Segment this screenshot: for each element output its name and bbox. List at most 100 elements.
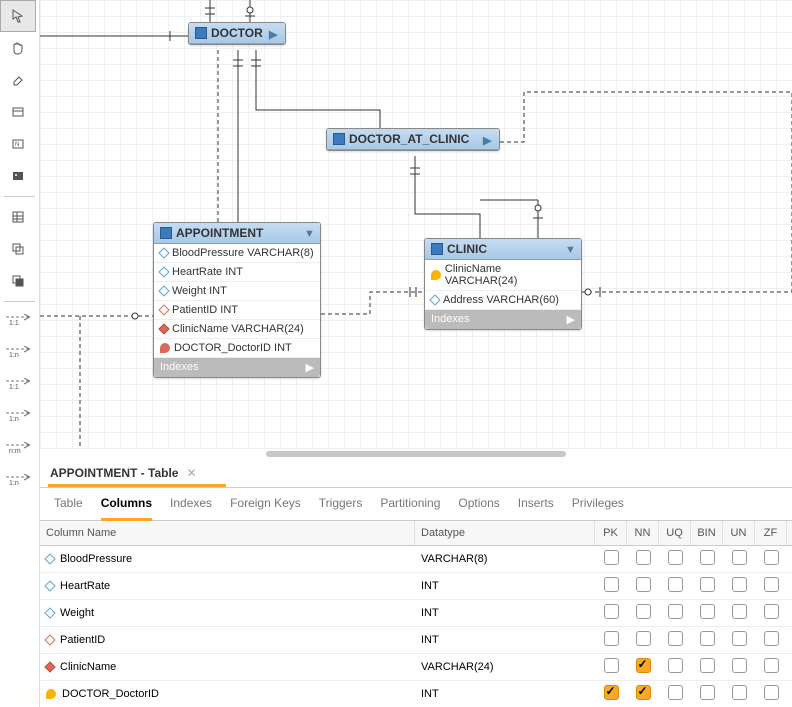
checkbox-nn[interactable] <box>636 604 651 619</box>
entity-header[interactable]: CLINIC▼ <box>425 239 581 260</box>
header-column-name[interactable]: Column Name <box>40 521 415 545</box>
entity-column[interactable]: Address VARCHAR(60) <box>425 291 581 310</box>
entity-column[interactable]: HeartRate INT <box>154 263 320 282</box>
expand-icon[interactable]: ▶ <box>483 134 493 144</box>
column-datatype[interactable]: VARCHAR(8) <box>415 549 595 569</box>
header-datatype[interactable]: Datatype <box>415 521 595 545</box>
checkbox-nn[interactable] <box>636 631 651 646</box>
panel-close-icon[interactable]: ✕ <box>186 466 196 480</box>
checkbox-un[interactable] <box>732 604 747 619</box>
column-row[interactable]: BloodPressureVARCHAR(8) <box>40 546 792 573</box>
diagram-canvas[interactable]: DOCTOR▶ DOCTOR_AT_CLINIC▶ APPOINTMENT▼Bloo… <box>40 0 792 448</box>
checkbox-nn[interactable] <box>636 550 651 565</box>
entity-indexes[interactable]: Indexes▶ <box>425 310 581 329</box>
tool-relation-1-1-2[interactable]: 1:1 <box>0 370 36 402</box>
tool-new-table[interactable] <box>0 96 36 128</box>
checkbox-uq[interactable] <box>668 685 683 700</box>
checkbox-zf[interactable] <box>764 577 779 592</box>
tool-eraser[interactable] <box>0 64 36 96</box>
checkbox-uq[interactable] <box>668 604 683 619</box>
tool-relation-1-1-0[interactable]: 1:1 <box>0 306 36 338</box>
checkbox-zf[interactable] <box>764 685 779 700</box>
entity-appointment[interactable]: APPOINTMENT▼BloodPressure VARCHAR(8)Hear… <box>153 222 321 378</box>
column-datatype[interactable]: INT <box>415 603 595 623</box>
tool-relation-1-n-1[interactable]: 1:n <box>0 338 36 370</box>
tab-inserts[interactable]: Inserts <box>518 496 554 520</box>
checkbox-bin[interactable] <box>700 550 715 565</box>
checkbox-zf[interactable] <box>764 550 779 565</box>
checkbox-un[interactable] <box>732 550 747 565</box>
checkbox-bin[interactable] <box>700 631 715 646</box>
tab-triggers[interactable]: Triggers <box>319 496 363 520</box>
checkbox-uq[interactable] <box>668 631 683 646</box>
checkbox-nn[interactable] <box>636 658 651 673</box>
entity-header[interactable]: DOCTOR▶ <box>189 23 285 44</box>
checkbox-nn[interactable] <box>636 685 651 700</box>
tool-routine[interactable] <box>0 265 36 297</box>
checkbox-pk[interactable] <box>604 685 619 700</box>
entity-indexes[interactable]: Indexes▶ <box>154 358 320 377</box>
header-pk[interactable]: PK <box>595 521 627 545</box>
column-row[interactable]: DOCTOR_DoctorIDINT <box>40 681 792 707</box>
checkbox-un[interactable] <box>732 685 747 700</box>
tab-table[interactable]: Table <box>54 496 83 520</box>
entity-header[interactable]: DOCTOR_AT_CLINIC▶ <box>327 129 499 150</box>
checkbox-pk[interactable] <box>604 550 619 565</box>
checkbox-pk[interactable] <box>604 577 619 592</box>
tool-relation-n-m-4[interactable]: n:m <box>0 434 36 466</box>
checkbox-nn[interactable] <box>636 577 651 592</box>
entity-doctor-at-clinic[interactable]: DOCTOR_AT_CLINIC▶ <box>326 128 500 151</box>
tab-foreign-keys[interactable]: Foreign Keys <box>230 496 301 520</box>
collapse-icon[interactable]: ▼ <box>565 244 575 254</box>
entity-column[interactable]: PatientID INT <box>154 301 320 320</box>
checkbox-zf[interactable] <box>764 604 779 619</box>
column-datatype[interactable]: INT <box>415 630 595 650</box>
tool-relation-1-n-3[interactable]: 1:n <box>0 402 36 434</box>
entity-doctor[interactable]: DOCTOR▶ <box>188 22 286 45</box>
header-zf[interactable]: ZF <box>755 521 787 545</box>
entity-column[interactable]: Weight INT <box>154 282 320 301</box>
header-bin[interactable]: BIN <box>691 521 723 545</box>
checkbox-zf[interactable] <box>764 658 779 673</box>
column-row[interactable]: WeightINT <box>40 600 792 627</box>
expand-icon[interactable]: ▶ <box>269 28 279 38</box>
checkbox-pk[interactable] <box>604 604 619 619</box>
checkbox-uq[interactable] <box>668 577 683 592</box>
tool-hand[interactable] <box>0 32 36 64</box>
checkbox-uq[interactable] <box>668 550 683 565</box>
column-datatype[interactable]: INT <box>415 576 595 596</box>
entity-column[interactable]: DOCTOR_DoctorID INT <box>154 339 320 358</box>
header-un[interactable]: UN <box>723 521 755 545</box>
checkbox-un[interactable] <box>732 631 747 646</box>
entity-header[interactable]: APPOINTMENT▼ <box>154 223 320 244</box>
tool-layer[interactable]: N <box>0 128 36 160</box>
canvas-scrollbar[interactable] <box>40 448 792 458</box>
header-uq[interactable]: UQ <box>659 521 691 545</box>
checkbox-un[interactable] <box>732 658 747 673</box>
checkbox-un[interactable] <box>732 577 747 592</box>
column-datatype[interactable]: INT <box>415 684 595 704</box>
column-datatype[interactable]: VARCHAR(24) <box>415 657 595 677</box>
checkbox-bin[interactable] <box>700 604 715 619</box>
checkbox-bin[interactable] <box>700 577 715 592</box>
tab-options[interactable]: Options <box>458 496 499 520</box>
column-row[interactable]: PatientIDINT <box>40 627 792 654</box>
column-row[interactable]: HeartRateINT <box>40 573 792 600</box>
tool-table-grid[interactable] <box>0 201 36 233</box>
entity-clinic[interactable]: CLINIC▼ClinicName VARCHAR(24)Address VAR… <box>424 238 582 330</box>
tab-columns[interactable]: Columns <box>101 496 152 521</box>
tab-privileges[interactable]: Privileges <box>572 496 624 520</box>
entity-column[interactable]: BloodPressure VARCHAR(8) <box>154 244 320 263</box>
checkbox-pk[interactable] <box>604 658 619 673</box>
checkbox-bin[interactable] <box>700 658 715 673</box>
collapse-icon[interactable]: ▼ <box>304 228 314 238</box>
tab-partitioning[interactable]: Partitioning <box>380 496 440 520</box>
tool-arrow[interactable] <box>0 0 36 32</box>
checkbox-uq[interactable] <box>668 658 683 673</box>
tool-relation-1-n-5[interactable]: 1:n <box>0 466 36 498</box>
column-row[interactable]: ClinicNameVARCHAR(24) <box>40 654 792 681</box>
checkbox-zf[interactable] <box>764 631 779 646</box>
tool-view[interactable] <box>0 233 36 265</box>
header-nn[interactable]: NN <box>627 521 659 545</box>
entity-column[interactable]: ClinicName VARCHAR(24) <box>154 320 320 339</box>
